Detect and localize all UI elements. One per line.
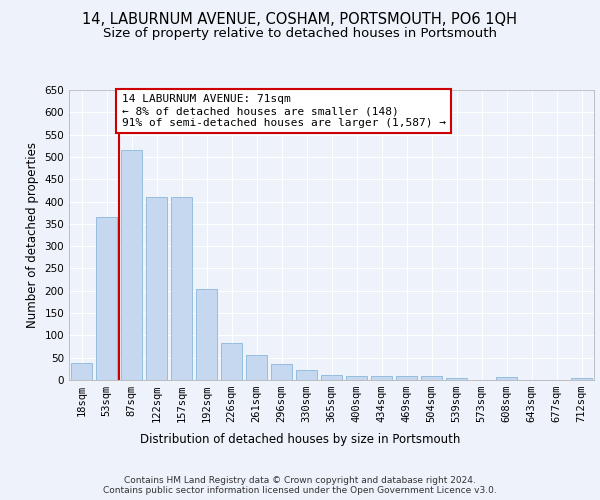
Bar: [346, 376, 367, 380]
Bar: [396, 376, 417, 380]
Bar: [221, 342, 242, 380]
Bar: [446, 378, 467, 380]
Bar: [296, 370, 317, 380]
Bar: [421, 376, 442, 380]
Text: Size of property relative to detached houses in Portsmouth: Size of property relative to detached ho…: [103, 28, 497, 40]
Bar: [371, 376, 392, 380]
Bar: [121, 150, 142, 380]
Text: Distribution of detached houses by size in Portsmouth: Distribution of detached houses by size …: [140, 432, 460, 446]
Text: 14, LABURNUM AVENUE, COSHAM, PORTSMOUTH, PO6 1QH: 14, LABURNUM AVENUE, COSHAM, PORTSMOUTH,…: [83, 12, 517, 28]
Text: 14 LABURNUM AVENUE: 71sqm
← 8% of detached houses are smaller (148)
91% of semi-: 14 LABURNUM AVENUE: 71sqm ← 8% of detach…: [121, 94, 445, 128]
Bar: [146, 197, 167, 380]
Bar: [571, 378, 592, 380]
Y-axis label: Number of detached properties: Number of detached properties: [26, 142, 39, 328]
Text: Contains HM Land Registry data © Crown copyright and database right 2024.
Contai: Contains HM Land Registry data © Crown c…: [103, 476, 497, 495]
Bar: [246, 356, 267, 380]
Bar: [96, 217, 117, 380]
Bar: [496, 378, 517, 380]
Bar: [271, 364, 292, 380]
Bar: [321, 375, 342, 380]
Bar: [171, 197, 192, 380]
Bar: [71, 364, 92, 380]
Bar: [196, 288, 217, 380]
